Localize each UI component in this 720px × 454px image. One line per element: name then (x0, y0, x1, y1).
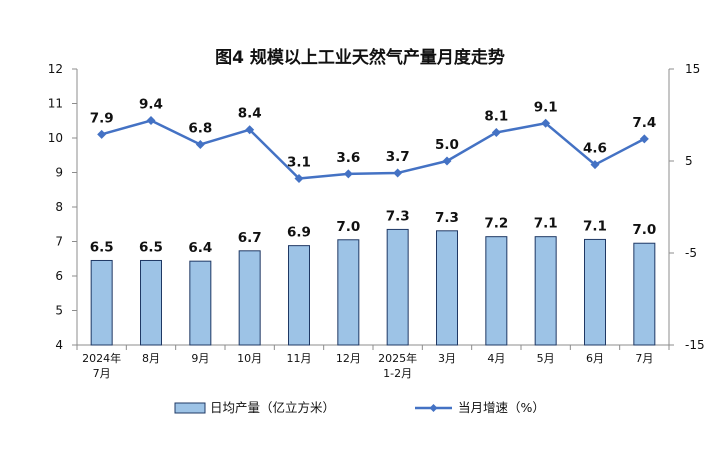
x-tick-label: 5月 (537, 352, 555, 365)
bar-value-label: 6.7 (238, 230, 262, 246)
line-point (245, 125, 255, 135)
bar-value-label: 7.0 (632, 222, 656, 238)
line-value-label: 7.9 (90, 110, 114, 126)
x-tick-label: 12月 (336, 352, 361, 365)
line-point (442, 156, 452, 166)
line-point (590, 160, 600, 170)
bar (140, 259, 162, 346)
x-tick-label: 3月 (438, 352, 456, 365)
bar-value-label: 7.1 (534, 216, 558, 232)
y-left-tick-label: 6 (55, 269, 63, 283)
x-tick-label: 11月 (287, 352, 312, 365)
x-tick-label: 8月 (142, 352, 160, 365)
bar-value-label: 7.3 (435, 210, 459, 226)
line-point (97, 129, 107, 139)
line-value-label: 8.1 (484, 108, 508, 124)
bar-value-label: 6.5 (90, 239, 114, 255)
line-value-label: 3.6 (336, 150, 360, 166)
bar (436, 230, 458, 346)
x-tick-label: 9月 (191, 352, 209, 365)
bar-value-label: 6.4 (188, 240, 212, 256)
bar (238, 250, 261, 346)
line-value-label: 5.0 (435, 137, 459, 153)
bar (337, 239, 360, 346)
chart-title: 图4 规模以上工业天然气产量月度走势 (215, 47, 505, 68)
bar (485, 236, 508, 346)
x-tick-label: 7月 (93, 367, 111, 380)
y-left-tick-label: 12 (48, 62, 63, 76)
bar (584, 238, 606, 346)
bar (633, 242, 656, 346)
y-left-tick-label: 8 (55, 200, 63, 214)
bar (288, 245, 310, 346)
legend: 日均产量（亿立方米） 当月增速（%） (174, 400, 545, 415)
x-tick-label: 1-2月 (383, 367, 412, 380)
bar (534, 236, 557, 346)
bar (90, 259, 113, 346)
line-point (393, 168, 403, 178)
plot-area: 4 5 6 7 8 9 10 11 12 -15 -5 5 15 2024年 7月 8月 9月 10月 11月 12月… (48, 62, 705, 380)
bar-value-label: 7.3 (386, 208, 410, 224)
x-tick-label: 7月 (635, 352, 653, 365)
y-left-tick-label: 5 (55, 304, 63, 318)
legend-line-label: 当月增速（%） (458, 400, 545, 415)
x-tick-label: 10月 (237, 352, 262, 365)
bar-value-label: 6.9 (287, 225, 311, 241)
y-left-tick-label: 9 (55, 166, 63, 180)
y-left-tick-label: 10 (48, 131, 63, 145)
bar-value-label: 7.0 (336, 219, 360, 235)
line-point (541, 118, 551, 128)
line-value-label: 8.4 (238, 106, 262, 122)
y-right-tick-label: 15 (685, 62, 700, 76)
legend-bar-label: 日均产量（亿立方米） (210, 400, 335, 415)
bar-value-label: 7.1 (583, 218, 607, 234)
line-point (639, 134, 649, 144)
bar-value-label: 6.5 (139, 239, 163, 255)
x-tick-label: 4月 (487, 352, 505, 365)
line-value-label: 3.7 (386, 149, 410, 165)
line-value-label: 6.8 (188, 120, 212, 136)
line-value-label: 7.4 (632, 115, 656, 131)
line-value-label: 9.1 (534, 99, 558, 115)
y-right-tick-label: -5 (685, 246, 697, 260)
x-tick-label: 2024年 (82, 351, 121, 365)
y-right-tick-label: -15 (685, 338, 705, 352)
x-tick-label: 2025年 (378, 351, 417, 365)
legend-line-marker (429, 404, 438, 412)
legend-bar-swatch (174, 402, 206, 414)
line-value-label: 4.6 (583, 141, 607, 157)
line-value-label: 3.1 (287, 154, 311, 170)
line-value-label: 9.4 (139, 97, 163, 113)
line-point (343, 169, 353, 179)
y-right-tick-label: 5 (685, 154, 693, 168)
y-left-tick-label: 11 (48, 97, 63, 111)
y-left-tick-label: 7 (55, 235, 63, 249)
x-tick-label: 6月 (586, 352, 604, 365)
growth-line (101, 119, 645, 180)
y-left-tick-label: 4 (55, 338, 63, 352)
line-point (294, 173, 304, 183)
line-point (491, 127, 501, 137)
bar (189, 260, 212, 346)
bar-value-label: 7.2 (484, 216, 508, 232)
line-point (195, 139, 205, 149)
line-point (146, 116, 156, 126)
bar (386, 228, 409, 346)
